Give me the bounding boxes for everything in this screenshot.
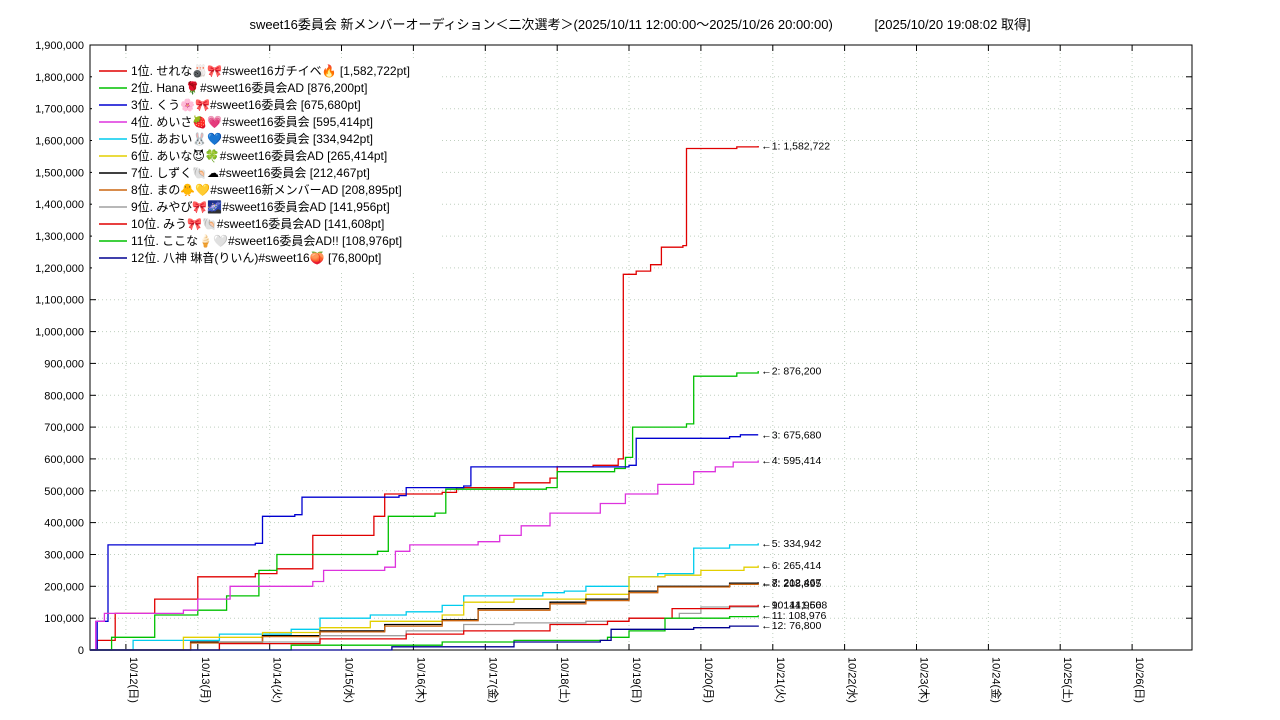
legend-item-3: 3位. くう🌸🎀#sweet16委員会 [675,680pt] [99, 97, 361, 112]
legend-item-2: 2位. Hana🌹#sweet16委員会AD [876,200pt] [99, 80, 367, 95]
y-tick-label: 1,500,000 [35, 167, 84, 179]
y-tick-label: 700,000 [44, 422, 84, 434]
series-line-1 [90, 146, 759, 651]
x-tick-label: 10/23(木) [918, 657, 931, 703]
x-tick-label: 10/13(月) [199, 657, 211, 703]
y-tick-label: 200,000 [44, 581, 84, 593]
retrieved-timestamp: [2025/10/20 19:08:02 取得] [874, 17, 1031, 32]
y-tick-label: 300,000 [44, 550, 84, 562]
legend-background [92, 58, 440, 270]
legend-item-9: 9位. みやび🎀🌌#sweet16委員会AD [141,956pt] [99, 199, 390, 214]
x-tick-label: 10/24(金) [989, 657, 1003, 703]
x-tick-label: 10/16(木) [414, 657, 427, 703]
series-lines [90, 146, 759, 651]
y-tick-label: 800,000 [44, 390, 84, 402]
series-line-6 [90, 565, 759, 651]
annotation-rank-2: ←2: 876,200 [761, 366, 821, 378]
x-tick-label: 10/25(土) [1061, 657, 1074, 703]
y-tick-label: 100,000 [44, 613, 84, 625]
y-tick-label: 1,900,000 [35, 40, 84, 52]
annotation-rank-5: ←5: 334,942 [761, 538, 821, 550]
legend-label: 9位. みやび🎀🌌#sweet16委員会AD [141,956pt] [131, 199, 390, 214]
annotation-rank-7: ←7: 212,467 [761, 577, 821, 589]
annotation-rank-12: ←12: 76,800 [761, 620, 821, 632]
x-tick-label: 10/22(水) [846, 657, 859, 703]
legend-label: 10位. みう🎀🐚#sweet16委員会AD [141,608pt] [131, 216, 384, 231]
chart-header: sweet16委員会 新メンバーオーディション＜二次選考＞(2025/10/11… [0, 14, 1280, 33]
page-title: sweet16委員会 新メンバーオーディション＜二次選考＞(2025/10/11… [249, 17, 833, 32]
series-line-7 [90, 582, 759, 651]
series-line-2 [90, 371, 759, 651]
y-tick-label: 1,600,000 [35, 136, 84, 148]
x-tick-label: 10/18(土) [558, 657, 571, 703]
axis-ticks [90, 44, 1192, 651]
legend-label: 12位. 八神 琳音(りいん)#sweet16🍑 [76,800pt] [131, 250, 381, 265]
x-tick-label: 10/14(火) [271, 657, 283, 703]
legend-item-4: 4位. めいさ🍓💗#sweet16委員会 [595,414pt] [99, 114, 373, 129]
annotation-rank-4: ←4: 595,414 [761, 455, 821, 467]
y-tick-label: 500,000 [44, 486, 84, 498]
y-tick-label: 1,800,000 [35, 72, 84, 84]
legend-label: 6位. あいな😈🍀#sweet16委員会AD [265,414pt] [131, 148, 387, 163]
legend-item-1: 1位. せれな🎳🎀#sweet16ガチイベ🔥 [1,582,722pt] [99, 63, 410, 79]
legend-label: 4位. めいさ🍓💗#sweet16委員会 [595,414pt] [131, 114, 373, 129]
annotation-rank-9: ←9: 141,956 [761, 599, 821, 611]
legend-label: 2位. Hana🌹#sweet16委員会AD [876,200pt] [131, 80, 367, 95]
legend-label: 7位. しずく🐚☁#sweet16委員会 [212,467pt] [131, 165, 370, 180]
annotation-rank-3: ←3: 675,680 [761, 429, 821, 441]
series-line-10 [90, 604, 759, 651]
legend-label: 8位. まの🐥💛#sweet16新メンバーAD [208,895pt] [131, 182, 402, 197]
x-tick-label: 10/12(日) [127, 657, 139, 703]
series-line-11 [90, 615, 759, 651]
y-tick-label: 1,200,000 [35, 263, 84, 275]
y-tick-label: 0 [78, 645, 84, 657]
annotation-rank-1: ←1: 1,582,722 [761, 141, 830, 153]
legend-item-5: 5位. あおい🐰💙#sweet16委員会 [334,942pt] [99, 131, 373, 146]
legend: 1位. せれな🎳🎀#sweet16ガチイベ🔥 [1,582,722pt]2位. … [92, 58, 440, 270]
legend-label: 11位. ここな🍦🤍#sweet16委員会AD!! [108,976pt] [131, 233, 402, 248]
y-axis-labels: 0 100,000 200,000 300,000 400,000 500,000 600,… [35, 40, 84, 657]
y-tick-label: 400,000 [44, 518, 84, 530]
legend-item-6: 6位. あいな😈🍀#sweet16委員会AD [265,414pt] [99, 148, 387, 163]
annotation-rank-11: ←11: 108,976 [761, 610, 826, 622]
x-tick-label: 10/21(火) [774, 657, 786, 703]
legend-label: 1位. せれな🎳🎀#sweet16ガチイベ🔥 [1,582,722pt] [131, 63, 410, 79]
annotation-rank-10: ←10: 141,608 [761, 599, 827, 611]
legend-label: 5位. あおい🐰💙#sweet16委員会 [334,942pt] [131, 131, 373, 146]
legend-item-8: 8位. まの🐥💛#sweet16新メンバーAD [208,895pt] [99, 182, 402, 197]
series-line-8 [90, 583, 759, 651]
legend-item-7: 7位. しずく🐚☁#sweet16委員会 [212,467pt] [99, 165, 370, 180]
legend-item-12: 12位. 八神 琳音(りいん)#sweet16🍑 [76,800pt] [99, 250, 381, 265]
y-tick-label: 1,100,000 [35, 295, 84, 307]
legend-label: 3位. くう🌸🎀#sweet16委員会 [675,680pt] [131, 97, 361, 112]
x-tick-label: 10/17(金) [486, 657, 500, 703]
x-tick-label: 10/15(水) [343, 657, 356, 703]
annotation-rank-6: ←6: 265,414 [761, 560, 821, 572]
y-tick-label: 1,300,000 [35, 231, 84, 243]
legend-item-10: 10位. みう🎀🐚#sweet16委員会AD [141,608pt] [99, 216, 384, 231]
x-tick-label: 10/19(日) [630, 657, 642, 703]
plot-border [89, 44, 1193, 651]
y-tick-label: 1,000,000 [35, 327, 84, 339]
y-tick-label: 1,700,000 [35, 104, 84, 116]
y-tick-label: 1,400,000 [35, 199, 84, 211]
series-line-12 [90, 625, 759, 651]
legend-item-11: 11位. ここな🍦🤍#sweet16委員会AD!! [108,976pt] [99, 233, 402, 248]
y-tick-label: 600,000 [44, 454, 84, 466]
x-tick-label: 10/26(日) [1133, 657, 1145, 703]
line-annotations: ←1: 1,582,722 ←2: 876,200 ←3: 675,680 ←4: 5… [761, 141, 830, 633]
x-axis-labels: 10/12(日) 10/13(月) 10/14(火) 10/15(水) 10/16(木)… [127, 657, 1145, 703]
x-tick-label: 10/20(月) [702, 657, 714, 703]
y-tick-label: 900,000 [44, 358, 84, 370]
series-line-4 [90, 460, 759, 651]
series-line-3 [90, 434, 759, 651]
annotation-rank-8: ←8: 208,895 [761, 578, 821, 590]
